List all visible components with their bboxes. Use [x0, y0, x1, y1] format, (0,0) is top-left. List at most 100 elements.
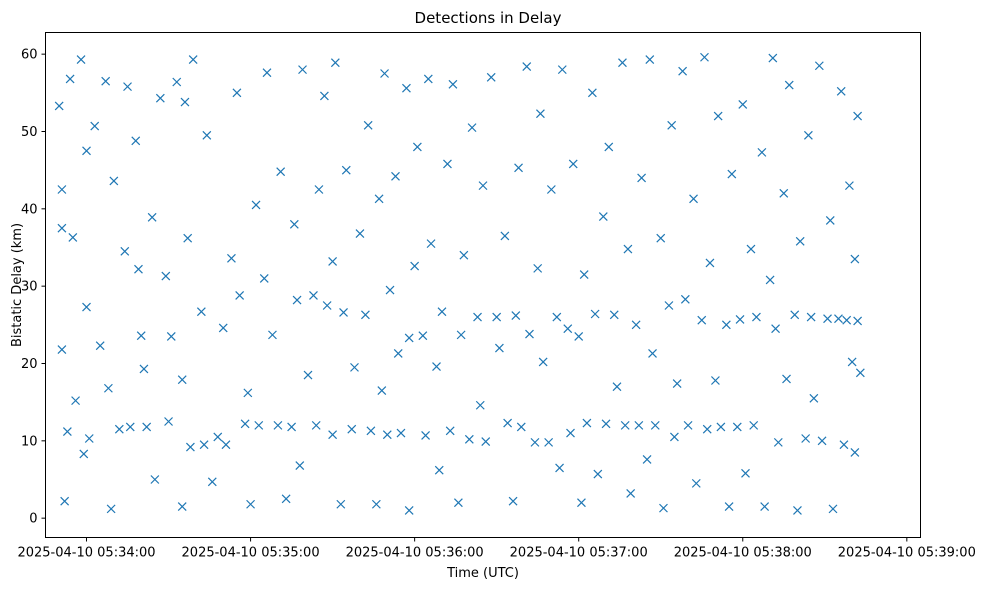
data-point [598, 212, 608, 221]
data-point [587, 88, 597, 98]
data-point [669, 432, 679, 442]
data-point [82, 146, 91, 156]
data-point [355, 229, 365, 238]
data-point [371, 499, 381, 509]
data-point [188, 55, 198, 64]
data-point [336, 499, 346, 509]
data-point [530, 437, 540, 447]
data-point [57, 185, 67, 194]
data-point [101, 76, 111, 86]
data-point [109, 176, 119, 186]
data-point [855, 368, 865, 378]
data-point [57, 223, 67, 233]
data-point [650, 420, 660, 430]
data-point [626, 488, 636, 498]
data-point [475, 400, 485, 410]
data-point [328, 430, 338, 440]
data-point [806, 312, 816, 322]
data-point [453, 498, 463, 508]
data-point [790, 310, 800, 320]
data-point [185, 442, 195, 452]
data-point [180, 97, 190, 107]
data-point [683, 420, 693, 430]
data-point [84, 434, 94, 443]
data-point [103, 383, 113, 393]
data-point [412, 142, 422, 152]
data-point [853, 316, 863, 326]
data-point [752, 312, 761, 322]
x-tick-label: 2025-04-10 05:35:00 [182, 546, 320, 561]
data-point [423, 74, 433, 84]
data-point [120, 246, 130, 256]
data-point [289, 219, 299, 229]
data-point [601, 419, 611, 429]
data-point [328, 256, 338, 266]
data-point [221, 440, 231, 450]
data-point [65, 74, 75, 84]
data-point [514, 163, 523, 173]
data-point [292, 295, 302, 305]
data-point [309, 291, 318, 300]
data-point [273, 420, 283, 430]
y-tick-label: 30 [21, 280, 38, 295]
data-point [574, 332, 584, 341]
x-tick-label: 2025-04-10 05:39:00 [838, 546, 976, 561]
data-point [363, 120, 373, 130]
data-point [262, 68, 272, 78]
data-point [710, 376, 720, 385]
data-point [842, 315, 852, 325]
data-point [418, 331, 428, 341]
data-point [319, 91, 329, 101]
data-point [287, 422, 297, 432]
data-point [341, 165, 351, 175]
data-point [322, 301, 332, 310]
data-point [793, 506, 802, 515]
data-point [612, 382, 622, 392]
data-point [54, 101, 64, 111]
data-point [391, 171, 400, 181]
data-point [672, 379, 682, 389]
data-point [199, 440, 209, 450]
data-point [566, 428, 575, 438]
data-point [604, 142, 614, 152]
data-point [721, 320, 731, 330]
data-point [557, 65, 567, 75]
data-point [314, 185, 324, 194]
data-point [782, 374, 791, 384]
data-point [421, 430, 431, 440]
data-point [839, 440, 849, 450]
y-tick-label: 0 [29, 512, 37, 527]
data-point [667, 120, 677, 130]
data-point [577, 498, 586, 508]
data-point [298, 65, 307, 75]
data-point [689, 194, 698, 204]
data-point [773, 437, 783, 447]
data-point [724, 502, 734, 511]
data-point [240, 419, 250, 429]
data-point [166, 332, 176, 341]
data-point [95, 341, 105, 351]
data-point [814, 61, 824, 71]
data-point [402, 83, 411, 93]
data-point [828, 504, 838, 514]
data-point [546, 185, 556, 194]
data-point [456, 330, 466, 340]
data-point [172, 77, 182, 87]
data-point [404, 506, 414, 515]
x-axis: 2025-04-10 05:34:00 2025-04-10 05:35:00 20… [17, 537, 976, 561]
data-point [642, 454, 652, 464]
data-point [850, 254, 860, 264]
data-point [218, 323, 228, 333]
data-point [760, 502, 770, 511]
data-point [385, 285, 395, 295]
data-point [82, 302, 91, 312]
data-point [426, 239, 436, 249]
data-point [106, 504, 116, 514]
x-tick-label: 2025-04-10 05:38:00 [674, 546, 812, 561]
data-point [481, 437, 491, 447]
data-point [620, 420, 630, 430]
data-point [254, 420, 264, 430]
data-point [809, 393, 819, 403]
data-point [196, 307, 206, 317]
